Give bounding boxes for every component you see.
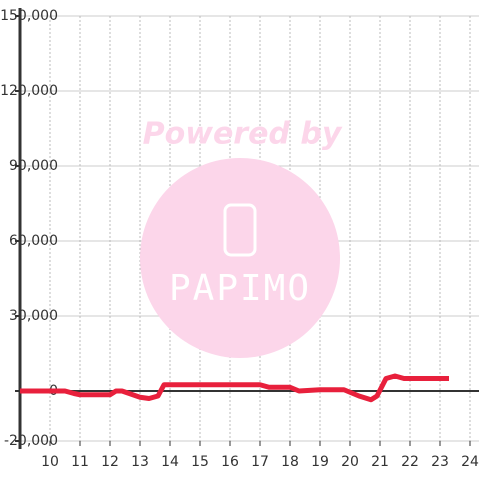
x-tick-label: 19 — [311, 454, 329, 470]
y-tick-label: 90,000 — [9, 158, 58, 174]
watermark-text: Powered by — [143, 117, 343, 152]
watermark-logo: PAPIMO — [169, 268, 311, 309]
x-tick-label: 13 — [131, 454, 149, 470]
y-tick-label: 120,000 — [0, 83, 58, 99]
x-tick-label: 21 — [371, 454, 389, 470]
x-tick-label: 17 — [251, 454, 269, 470]
x-tick-label: 22 — [401, 454, 419, 470]
y-tick-label: 30,000 — [9, 308, 58, 324]
x-tick-label: 15 — [191, 454, 209, 470]
y-tick-label: 60,000 — [9, 233, 58, 249]
y-tick-label: -20,000 — [4, 433, 58, 449]
x-tick-label: 10 — [41, 454, 59, 470]
x-tick-label: 23 — [431, 454, 449, 470]
x-tick-label: 18 — [281, 454, 299, 470]
x-tick-label: 14 — [161, 454, 179, 470]
y-tick-label: 150,000 — [0, 8, 58, 24]
x-tick-label: 16 — [221, 454, 239, 470]
x-tick-label: 12 — [101, 454, 119, 470]
x-tick-label: 24 — [461, 454, 479, 470]
x-tick-label: 11 — [71, 454, 89, 470]
watermark-icon — [223, 203, 257, 257]
data-line — [20, 373, 449, 403]
watermark-circle — [140, 158, 340, 358]
x-tick-label: 20 — [341, 454, 359, 470]
